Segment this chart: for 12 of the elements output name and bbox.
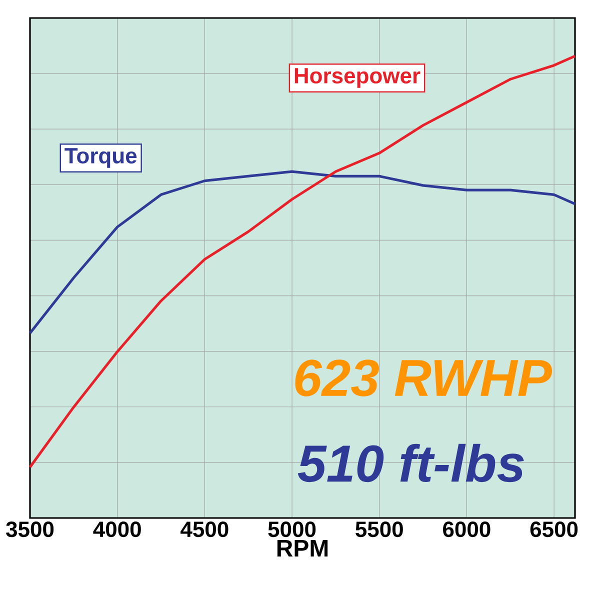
x-tick-label: 4000 <box>93 522 141 538</box>
x-tick-label: 5000 <box>268 522 316 538</box>
x-axis-title: RPM <box>277 540 328 557</box>
x-tick-label: 5500 <box>356 522 403 538</box>
annotation: 510 ft-lbs <box>298 444 524 482</box>
x-tick-label: 4500 <box>180 522 228 538</box>
x-tick-label: 6500 <box>530 522 578 538</box>
series-label: Horsepower <box>294 68 420 88</box>
series-label: Torque <box>64 148 137 168</box>
annotation: 623 RWHP <box>295 360 552 396</box>
x-tick-label: 3500 <box>6 522 54 538</box>
x-tick-label: 6000 <box>443 522 490 538</box>
